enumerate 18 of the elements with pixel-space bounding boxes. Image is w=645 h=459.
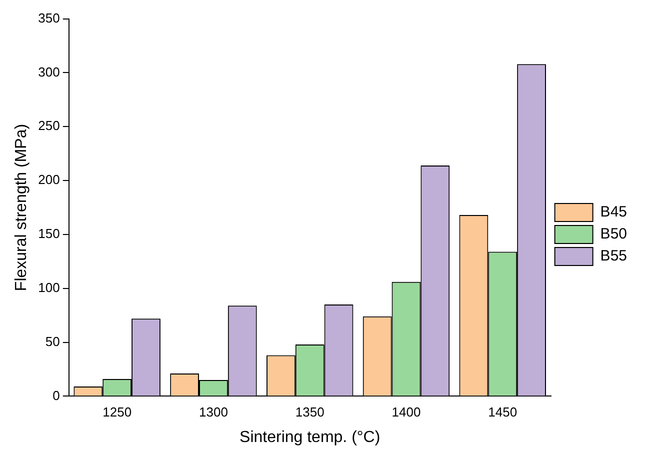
y-tick-label: 100 xyxy=(38,280,60,295)
y-tick-label: 150 xyxy=(38,226,60,242)
x-tick-label: 1400 xyxy=(392,404,421,420)
y-tick-label: 200 xyxy=(38,172,60,188)
y-tick-label: 0 xyxy=(52,388,60,403)
x-tick-label: 1250 xyxy=(102,404,132,420)
legend-label: B50 xyxy=(600,226,628,243)
legend-label: B45 xyxy=(600,204,628,221)
x-axis-title: Sintering temp. (°C) xyxy=(240,428,380,446)
y-tick-label: 50 xyxy=(45,334,60,349)
y-tick-label: 300 xyxy=(38,64,60,80)
x-tick-label: 1300 xyxy=(199,404,228,420)
legend-label: B55 xyxy=(600,248,628,265)
y-axis-title: Flexural strength (MPa) xyxy=(13,124,30,292)
x-tick-label: 1350 xyxy=(295,404,324,420)
y-tick-label: 250 xyxy=(38,118,60,134)
x-tick-label: 1450 xyxy=(488,404,518,420)
y-tick-label: 350 xyxy=(38,10,60,26)
